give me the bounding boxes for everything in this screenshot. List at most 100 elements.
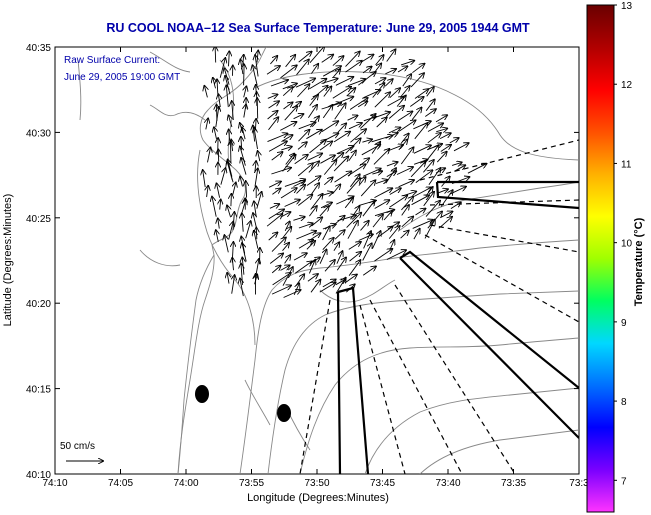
current-arrow (320, 155, 335, 164)
colorbar-label: Temperature (°C) (633, 217, 645, 306)
current-arrow (253, 65, 258, 86)
sample-marker (195, 385, 209, 403)
current-arrow (285, 55, 296, 68)
current-arrow (440, 190, 453, 207)
current-arrow (268, 182, 281, 188)
bay-edge (149, 51, 206, 121)
annotation-line-2: June 29, 2005 19:00 GMT (64, 72, 180, 83)
current-arrow (385, 168, 396, 184)
current-arrow (267, 95, 278, 99)
current-arrow (284, 106, 298, 121)
current-arrow (309, 47, 324, 63)
current-arrow (449, 138, 459, 144)
x-tick-label: 73:3 (569, 478, 589, 489)
current-arrow (220, 200, 221, 210)
current-arrow (310, 183, 319, 195)
current-arrow (268, 209, 284, 220)
current-arrow (296, 185, 306, 194)
current-arrow (298, 223, 313, 229)
current-arrow (293, 114, 304, 120)
current-arrow (306, 241, 315, 250)
contour (419, 429, 579, 474)
current-arrow (240, 279, 243, 297)
current-arrow (296, 60, 309, 76)
x-tick-label: 74:00 (173, 478, 198, 489)
current-arrow (373, 149, 389, 165)
current-arrow (267, 111, 278, 120)
current-arrow (412, 220, 433, 229)
colorbar-ticks: 13 12 11 10 9 8 7 (614, 1, 633, 487)
current-arrow (283, 290, 301, 298)
current-arrow (439, 133, 451, 140)
current-arrow (372, 171, 382, 174)
current-arrow (307, 274, 318, 282)
chart-title: RU COOL NOAA–12 Sea Surface Temperature:… (106, 21, 530, 35)
current-arrow (231, 194, 232, 207)
current-arrow (322, 238, 334, 251)
current-arrow (218, 219, 220, 229)
current-arrow (336, 258, 346, 271)
current-arrow (388, 106, 404, 119)
current-arrow (257, 98, 258, 119)
current-arrow (348, 151, 356, 162)
current-arrow (216, 230, 219, 242)
beam-dashed (394, 284, 516, 474)
current-arrow (206, 119, 208, 130)
current-arrow (254, 231, 259, 249)
current-arrow (297, 84, 309, 98)
current-arrow (268, 101, 280, 109)
x-axis-label: Longitude (Degrees:Minutes) (247, 492, 389, 504)
current-arrow (333, 132, 350, 143)
current-arrow (232, 258, 233, 271)
current-arrow (358, 72, 375, 86)
current-arrow (374, 78, 386, 85)
current-arrow (255, 169, 258, 187)
current-arrow (427, 133, 441, 144)
current-arrow (298, 52, 312, 63)
current-arrow (271, 152, 283, 161)
current-arrow (410, 97, 423, 107)
current-arrow (293, 284, 299, 295)
current-arrow (297, 163, 313, 177)
beam-dashed (359, 304, 406, 474)
x-tick-label: 73:45 (370, 478, 395, 489)
current-arrow (400, 147, 413, 165)
shore-detail (177, 254, 215, 474)
current-arrow (307, 154, 322, 161)
x-tick-label: 74:05 (108, 478, 133, 489)
current-arrow (333, 69, 340, 78)
current-arrow (362, 243, 372, 261)
current-arrow (309, 95, 318, 106)
current-arrow (388, 128, 400, 134)
current-arrow (398, 180, 414, 188)
current-arrow (272, 273, 291, 286)
current-arrow (374, 200, 390, 209)
contour (364, 387, 579, 474)
current-arrow (413, 145, 431, 154)
current-arrow (345, 284, 354, 293)
current-arrow (217, 183, 220, 198)
beam-dashed (299, 299, 331, 474)
x-tick-label: 73:40 (435, 478, 460, 489)
current-arrow (232, 101, 234, 121)
x-axis-ticks: 74:10 74:05 74:00 73:55 73:50 73:45 73:40 73:35… (42, 47, 589, 489)
current-arrow (347, 221, 358, 239)
beam-box (399, 250, 579, 439)
current-arrow (267, 134, 288, 143)
current-arrow (375, 180, 387, 184)
current-arrow (272, 188, 280, 195)
current-arrow (220, 168, 226, 185)
current-arrow (309, 79, 326, 90)
current-arrow (451, 162, 462, 165)
current-arrow (293, 217, 304, 221)
current-arrow (362, 266, 376, 276)
current-arrow (389, 196, 408, 208)
current-arrow (224, 235, 229, 253)
current-arrow (240, 177, 242, 187)
current-arrow (293, 181, 305, 187)
current-arrow (208, 148, 211, 163)
contour (77, 59, 181, 267)
current-arrow (216, 107, 219, 128)
current-arrow (436, 152, 446, 163)
current-arrow (280, 65, 297, 79)
